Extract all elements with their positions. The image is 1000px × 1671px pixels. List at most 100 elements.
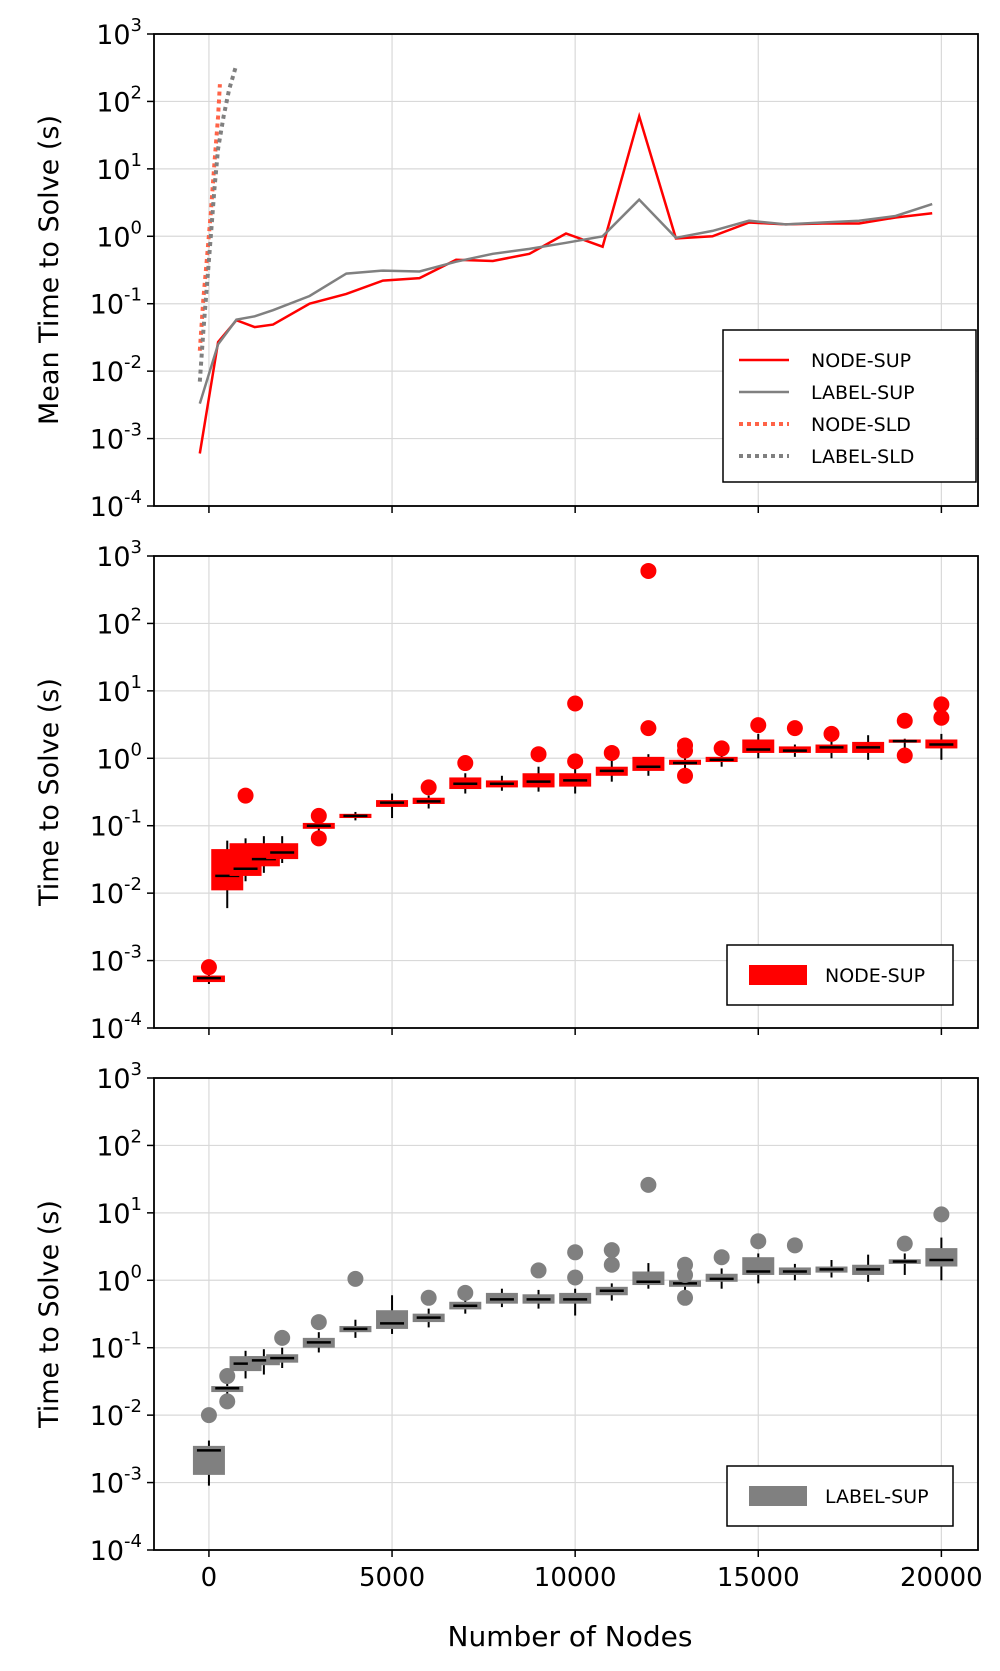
outlier-point [530, 1262, 547, 1279]
y-tick-label: 100 [96, 1261, 142, 1297]
panel-label-sup-boxplot: 10-4 10-3 10-2 10-1 100 101 102 103 0 5000 10000 15… [34, 1059, 983, 1593]
box [815, 744, 848, 753]
outlier-point [786, 720, 803, 737]
y-tick-label: 103 [96, 1059, 142, 1095]
legend-label: NODE-SLD [811, 414, 911, 436]
y-tick-label: 10-3 [90, 420, 142, 456]
outlier-point [457, 755, 474, 772]
outlier-point [713, 1249, 730, 1266]
outlier-point [420, 1289, 437, 1306]
outlier-point [530, 746, 547, 763]
y-tick-label: 10-2 [90, 352, 142, 388]
y-tick-label: 101 [96, 150, 142, 186]
outlier-point [310, 1314, 327, 1331]
outlier-point [200, 1407, 217, 1424]
y-tick-label: 103 [96, 537, 142, 573]
y-tick-label: 10-1 [90, 1329, 142, 1365]
panel-mean-time: 10-4 10-3 10-2 10-1 100 101 102 103 Mean Time to… [34, 15, 979, 523]
x-tick-label: 15000 [717, 1563, 800, 1593]
outlier-point [219, 1368, 236, 1385]
outlier-point [823, 725, 840, 742]
outlier-point [603, 744, 620, 761]
outlier-point [347, 1270, 364, 1287]
y-tick-label: 10-1 [90, 807, 142, 843]
outlier-point [310, 830, 327, 847]
outlier-point [457, 1284, 474, 1301]
outlier-point [219, 1393, 236, 1410]
box [742, 739, 775, 753]
y-tick-label: 103 [96, 15, 142, 51]
plot-frame [153, 33, 979, 507]
outlier-point [640, 1176, 657, 1193]
y-axis-label: Mean Time to Solve (s) [34, 115, 65, 425]
outlier-point [786, 1237, 803, 1254]
y-tick-label: 101 [96, 1194, 142, 1230]
legend-label: NODE-SUP [811, 350, 911, 372]
outlier-point [677, 767, 694, 784]
outlier-point [310, 807, 327, 824]
y-tick-label: 100 [96, 739, 142, 775]
legend-label: LABEL-SLD [811, 446, 914, 468]
y-axis-label: Time to Solve (s) [34, 678, 65, 907]
y-tick-label: 101 [96, 672, 142, 708]
plot-frame [153, 555, 979, 1029]
outlier-point [640, 720, 657, 737]
outlier-point [896, 747, 913, 764]
x-tick-label: 20000 [900, 1563, 983, 1593]
outlier-point [567, 753, 584, 770]
y-tick-label: 10-4 [90, 1531, 142, 1567]
outlier-point [677, 1289, 694, 1306]
legend-swatch-label-sup [749, 1486, 807, 1506]
outlier-point [677, 742, 694, 759]
outlier-point [567, 1244, 584, 1261]
outlier-point [603, 1242, 620, 1259]
legend-swatch-node-sup [749, 965, 807, 985]
outlier-point [713, 740, 730, 757]
outlier-point [896, 1235, 913, 1252]
legend-label: NODE-SUP [825, 965, 925, 987]
outlier-point [750, 1233, 767, 1250]
y-tick-label: 100 [96, 217, 142, 253]
y-tick-label: 10-4 [90, 487, 142, 523]
outlier-point [750, 717, 767, 734]
y-tick-label: 10-3 [90, 1464, 142, 1500]
box [376, 1310, 409, 1329]
y-tick-label: 102 [96, 604, 142, 640]
x-tick-label: 0 [201, 1563, 218, 1593]
outlier-point [274, 1329, 291, 1346]
series-line-node-sld [197, 84, 222, 351]
outlier-point [933, 696, 950, 713]
y-tick-label: 10-2 [90, 874, 142, 910]
box [632, 756, 665, 771]
plot-frame [153, 1077, 979, 1551]
y-tick-label: 10-1 [90, 285, 142, 321]
outlier-point [933, 709, 950, 726]
outlier-point [933, 1206, 950, 1223]
legend: NODE-SUP LABEL-SUP NODE-SLD LABEL-SLD [722, 329, 977, 483]
box [925, 1248, 958, 1267]
outlier-point [200, 959, 217, 976]
outlier-point [567, 1269, 584, 1286]
y-tick-label: 102 [96, 1126, 142, 1162]
legend-label: LABEL-SUP [825, 1486, 929, 1508]
y-tick-label: 10-3 [90, 942, 142, 978]
y-tick-label: 10-2 [90, 1396, 142, 1432]
outlier-point [677, 1266, 694, 1283]
outlier-point [896, 712, 913, 729]
y-axis-label: Time to Solve (s) [34, 1200, 65, 1429]
x-axis-label: Number of Nodes [448, 1620, 693, 1653]
legend-label: LABEL-SUP [811, 382, 915, 404]
series-line-label-sup [198, 197, 933, 404]
outlier-point [640, 562, 657, 579]
box [266, 843, 299, 860]
outlier-point [567, 695, 584, 712]
panel-node-sup-boxplot: 10-4 10-3 10-2 10-1 100 101 102 103 Time to Solv… [34, 537, 979, 1045]
legend-frame [726, 944, 954, 1006]
x-tick-label: 5000 [359, 1563, 425, 1593]
outlier-point [603, 1256, 620, 1273]
legend: LABEL-SUP [726, 1465, 954, 1527]
legend: NODE-SUP [726, 944, 954, 1006]
y-tick-label: 102 [96, 82, 142, 118]
